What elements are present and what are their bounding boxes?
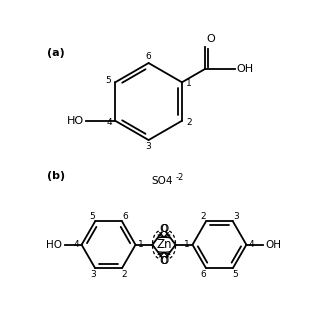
Text: OH: OH bbox=[266, 240, 282, 250]
Text: 6: 6 bbox=[122, 212, 128, 220]
Text: (b): (b) bbox=[47, 171, 65, 181]
Text: O: O bbox=[159, 256, 167, 266]
Text: O: O bbox=[159, 224, 167, 234]
Text: 1: 1 bbox=[184, 240, 190, 249]
Text: 3: 3 bbox=[233, 212, 239, 220]
Text: 2: 2 bbox=[186, 118, 192, 127]
Text: O: O bbox=[207, 34, 216, 44]
Text: SO4: SO4 bbox=[152, 176, 173, 186]
Text: 6: 6 bbox=[146, 52, 151, 60]
Text: 4: 4 bbox=[106, 118, 112, 127]
Text: (a): (a) bbox=[47, 48, 65, 58]
Text: OH: OH bbox=[236, 64, 253, 74]
Text: 2: 2 bbox=[200, 212, 206, 220]
Text: Zn: Zn bbox=[156, 238, 172, 251]
Text: 4: 4 bbox=[249, 240, 255, 249]
Text: 1: 1 bbox=[186, 79, 192, 88]
Text: 3: 3 bbox=[146, 142, 151, 151]
Text: 5: 5 bbox=[232, 270, 238, 279]
Text: 3: 3 bbox=[90, 270, 96, 279]
Text: 5: 5 bbox=[106, 76, 111, 85]
Text: HO: HO bbox=[46, 240, 62, 250]
Text: 2: 2 bbox=[122, 270, 127, 279]
Text: O: O bbox=[161, 256, 169, 266]
Text: 6: 6 bbox=[201, 270, 206, 279]
Text: 5: 5 bbox=[89, 212, 95, 220]
Text: HO: HO bbox=[67, 116, 84, 126]
Text: 4: 4 bbox=[73, 240, 79, 249]
Text: 1: 1 bbox=[138, 240, 144, 249]
Text: -2: -2 bbox=[176, 173, 184, 182]
Text: O: O bbox=[161, 224, 169, 234]
